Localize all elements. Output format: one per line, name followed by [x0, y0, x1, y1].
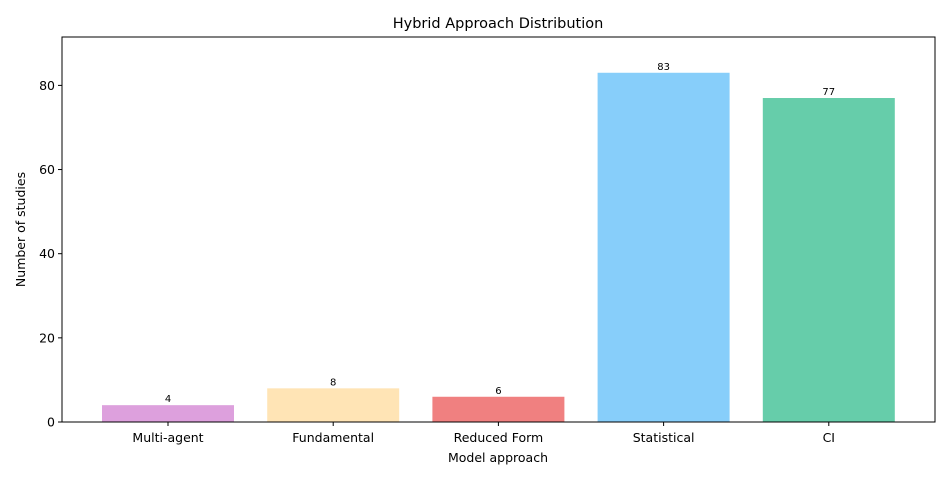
x-tick-label: Statistical	[633, 430, 695, 445]
bar-value-label: 77	[822, 87, 835, 98]
x-axis-ticks: Multi-agent Fundamental Reduced Form Statis…	[132, 422, 835, 445]
bar-fundamental	[267, 388, 400, 422]
y-tick-label: 20	[39, 330, 55, 345]
plot-frame	[61, 36, 936, 423]
bar-statistical	[597, 72, 730, 423]
y-tick-label: 40	[39, 246, 55, 261]
y-tick-label: 0	[47, 415, 55, 430]
x-tick-label: CI	[823, 430, 835, 445]
x-tick-label: Multi-agent	[132, 430, 203, 445]
bar-reduced-form	[432, 396, 565, 422]
x-tick-label: Fundamental	[292, 430, 374, 445]
y-axis-ticks: 0 20 40 60 80	[39, 78, 62, 430]
y-tick-label: 60	[39, 162, 55, 177]
bar-value-labels: 4 8 6 83 77	[165, 62, 835, 405]
bar-value-label: 6	[495, 386, 501, 397]
bar-value-label: 8	[330, 377, 336, 388]
x-axis-label: Model approach	[448, 450, 548, 465]
chart-title: Hybrid Approach Distribution	[393, 16, 604, 32]
y-tick-label: 80	[39, 78, 55, 93]
bar-value-label: 4	[165, 394, 171, 405]
bar-multi-agent	[102, 405, 234, 422]
bars-group	[102, 72, 895, 423]
bar-value-label: 83	[657, 62, 670, 73]
bar-ci	[762, 98, 895, 422]
y-axis-label: Number of studies	[13, 172, 28, 287]
x-tick-label: Reduced Form	[454, 430, 544, 445]
